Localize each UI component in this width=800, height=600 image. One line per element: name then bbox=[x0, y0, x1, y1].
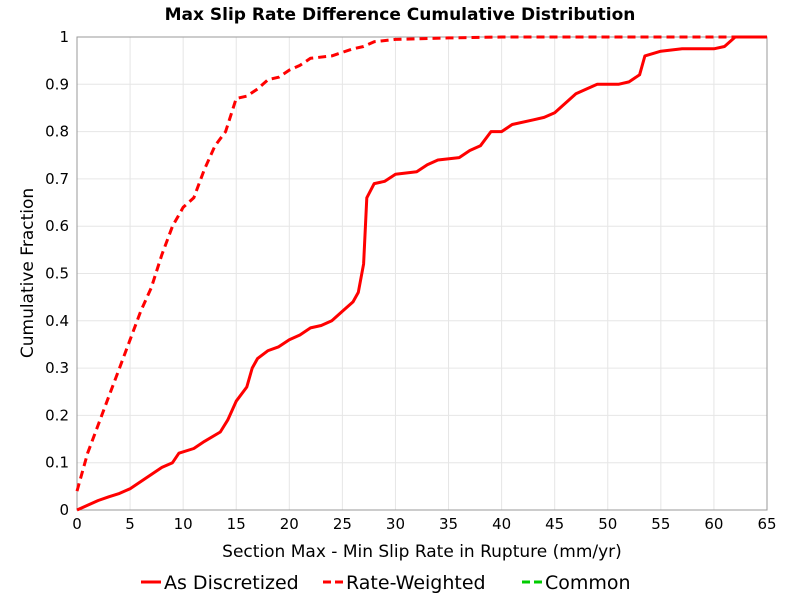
x-tick-label: 5 bbox=[125, 515, 135, 533]
chart-title: Max Slip Rate Difference Cumulative Dist… bbox=[165, 5, 636, 25]
y-tick-label: 1 bbox=[59, 28, 69, 46]
y-axis: 0 0.1 0.2 0.3 0.4 0.5 0.6 0.7 0.8 0.9 1 bbox=[45, 28, 69, 519]
series-line-1 bbox=[75, 35, 767, 492]
y-axis-label: Cumulative Fraction bbox=[18, 188, 38, 358]
y-tick-label: 0 bbox=[59, 501, 69, 519]
x-tick-label: 35 bbox=[439, 515, 458, 533]
y-tick-label: 0.4 bbox=[45, 312, 69, 330]
x-tick-label: 30 bbox=[386, 515, 405, 533]
legend: As Discretized Rate-Weighted Common bbox=[141, 572, 631, 594]
y-tick-label: 0.5 bbox=[45, 265, 69, 283]
x-axis: 0 5 10 15 20 25 30 35 40 45 50 55 60 65 bbox=[72, 515, 776, 533]
y-tick-label: 0.6 bbox=[45, 217, 69, 235]
y-tick-label: 0.7 bbox=[45, 170, 69, 188]
y-tick-label: 0.8 bbox=[45, 123, 69, 141]
y-tick-label: 0.9 bbox=[45, 75, 69, 93]
x-tick-label: 65 bbox=[757, 515, 776, 533]
x-tick-label: 45 bbox=[545, 515, 564, 533]
y-tick-label: 0.2 bbox=[45, 406, 69, 424]
plot-frame bbox=[76, 36, 768, 511]
x-axis-label: Section Max - Min Slip Rate in Rupture (… bbox=[222, 542, 622, 562]
legend-label: As Discretized bbox=[164, 572, 299, 594]
x-tick-label: 0 bbox=[72, 515, 82, 533]
grid bbox=[76, 36, 768, 511]
legend-label: Common bbox=[545, 572, 631, 594]
y-tick-label: 0.1 bbox=[45, 454, 69, 472]
series-line-0 bbox=[76, 35, 767, 512]
x-tick-label: 40 bbox=[492, 515, 511, 533]
x-tick-label: 60 bbox=[704, 515, 723, 533]
x-tick-label: 15 bbox=[227, 515, 246, 533]
x-tick-label: 55 bbox=[651, 515, 670, 533]
x-tick-label: 25 bbox=[333, 515, 352, 533]
x-tick-label: 20 bbox=[280, 515, 299, 533]
y-tick-label: 0.3 bbox=[45, 359, 69, 377]
legend-label: Rate-Weighted bbox=[346, 572, 486, 594]
x-tick-label: 10 bbox=[174, 515, 193, 533]
x-tick-label: 50 bbox=[598, 515, 617, 533]
series-layer bbox=[75, 35, 767, 512]
